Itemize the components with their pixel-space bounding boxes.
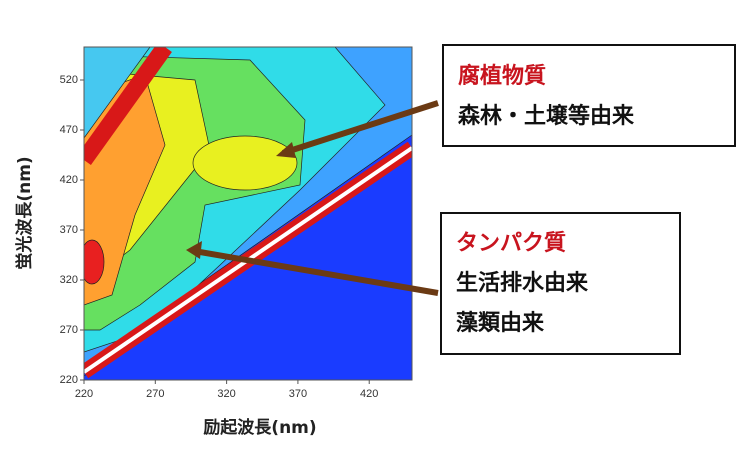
arrow-head [186, 241, 202, 259]
annotation-title: タンパク質 [456, 231, 566, 256]
x-tick-label: 420 [360, 388, 378, 400]
arrow [193, 248, 439, 296]
x-axis-label: 励起波長(nm) [203, 417, 316, 438]
y-tick-label: 520 [60, 74, 78, 86]
x-tick-label: 370 [289, 388, 307, 400]
y-tick-label: 470 [60, 124, 78, 136]
annotation-box [440, 212, 681, 355]
annotation-text: 藻類由来 [456, 311, 545, 336]
y-tick-label: 220 [60, 374, 78, 386]
x-tick-label: 220 [75, 388, 93, 400]
annotation-text: 生活排水由来 [456, 271, 589, 296]
annotation-text: 森林・土壌等由来 [458, 103, 635, 129]
contour-fill [84, 47, 412, 380]
x-tick-label: 270 [146, 388, 164, 400]
y-tick-label: 270 [60, 324, 78, 336]
arrow-head [276, 142, 296, 158]
y-tick-label: 320 [60, 274, 78, 286]
x-tick-label: 320 [217, 388, 235, 400]
plot-frame [83, 46, 413, 381]
y-axis-label: 蛍光波長(nm) [14, 156, 35, 269]
annotation-title: 腐植物質 [458, 63, 546, 89]
y-tick-label: 370 [60, 224, 78, 236]
arrow [282, 100, 439, 156]
y-tick-label: 420 [60, 174, 78, 186]
annotation-box [442, 44, 736, 147]
